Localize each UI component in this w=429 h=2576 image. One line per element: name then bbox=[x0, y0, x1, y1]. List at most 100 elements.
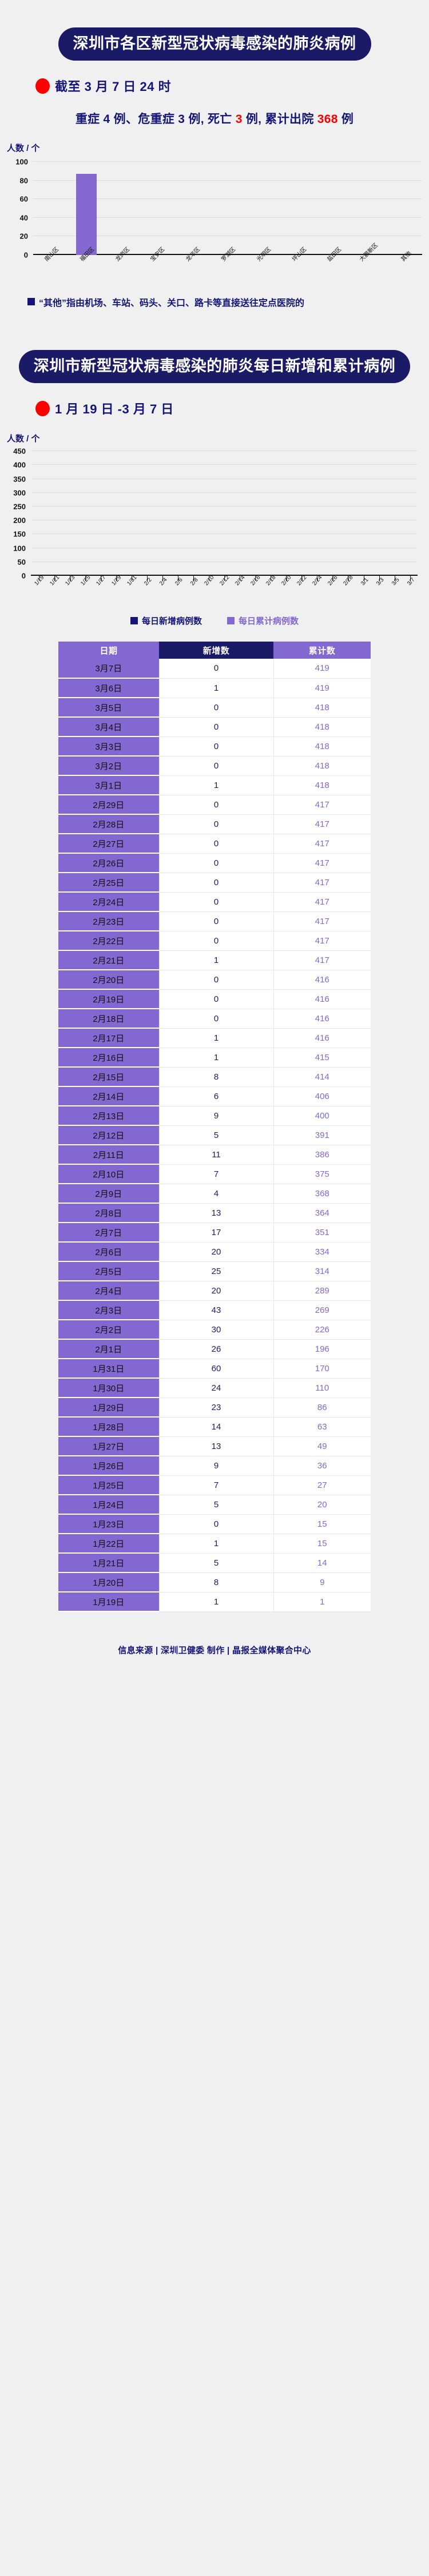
chart2-x-slot: 2/28 bbox=[340, 575, 356, 611]
daily-cases-table: 日期 新增数 累计数 3月7日 0 419 3月6日 1 419 3月5日 0 418 3月4日 0… bbox=[58, 642, 371, 1613]
cell-cumulative-count: 417 bbox=[273, 931, 371, 951]
chart1-y-tick-label: 60 bbox=[19, 194, 28, 204]
chart2-x-axis-labels: 1/19 1/21 1/23 1/25 1/27 1/29 1/31 2/2 2/4 2/6 2/8… bbox=[31, 574, 418, 611]
chart2-gridline: 400 bbox=[13, 461, 418, 469]
table-row: 1月19日 1 1 bbox=[58, 1592, 371, 1613]
cell-cumulative-count: 391 bbox=[273, 1125, 371, 1145]
summary-part-3: 例 bbox=[337, 113, 354, 126]
table-row: 2月12日 5 391 bbox=[58, 1125, 371, 1146]
cell-date: 1月26日 bbox=[58, 1456, 159, 1476]
table-row: 3月7日 0 419 bbox=[58, 659, 371, 679]
chart1-bar-slot bbox=[69, 162, 104, 256]
cell-new-count: 0 bbox=[158, 736, 274, 757]
cell-date: 2月3日 bbox=[58, 1300, 159, 1321]
table-row: 2月29日 0 417 bbox=[58, 795, 371, 815]
table-row: 2月21日 1 417 bbox=[58, 950, 371, 971]
chart2-x-tick-label: 2/22 bbox=[296, 574, 308, 587]
chart2-gridline: 300 bbox=[13, 488, 418, 497]
cell-cumulative-count: 418 bbox=[273, 736, 371, 757]
cell-new-count: 13 bbox=[158, 1203, 274, 1223]
chart2-x-tick-label: 3/3 bbox=[375, 576, 386, 587]
cell-cumulative-count: 15 bbox=[273, 1534, 371, 1554]
cell-date: 2月10日 bbox=[58, 1164, 159, 1185]
cell-cumulative-count: 364 bbox=[273, 1203, 371, 1223]
chart1-x-slot: 光明区 bbox=[245, 246, 281, 274]
table-row: 1月30日 24 110 bbox=[58, 1378, 371, 1399]
cell-new-count: 0 bbox=[158, 931, 274, 951]
chart1-district-bar-chart: 0 20 40 60 80 100 南山区 福田区 龙岗区 宝安区 龙华区 罗湖区 光明区 坪山区 盐田区… bbox=[0, 157, 429, 274]
chart2-tick-mark bbox=[255, 576, 256, 582]
cell-date: 2月13日 bbox=[58, 1106, 159, 1126]
cell-cumulative-count: 417 bbox=[273, 911, 371, 931]
section2-bullet-row: 1 月 19 日 -3 月 7 日 bbox=[0, 383, 429, 417]
cell-date: 1月21日 bbox=[58, 1553, 159, 1574]
chart2-x-slot: 3/1 bbox=[356, 576, 371, 611]
chart1-plot-area: 0 20 40 60 80 100 bbox=[15, 158, 422, 260]
cell-new-count: 0 bbox=[158, 756, 274, 776]
table-row: 2月27日 0 417 bbox=[58, 834, 371, 854]
chart2-y-tick-label: 300 bbox=[13, 488, 26, 497]
chart1-bar-slot bbox=[351, 162, 387, 255]
cell-cumulative-count: 417 bbox=[273, 795, 371, 815]
chart2-legend: 每日新增病例数 每日累计病例数 bbox=[0, 611, 429, 627]
chart2-x-slot: 2/18 bbox=[263, 574, 279, 611]
table-row: 2月19日 0 416 bbox=[58, 989, 371, 1010]
chart1-bar-slot bbox=[245, 162, 281, 255]
cell-new-count: 24 bbox=[158, 1378, 274, 1398]
chart2-x-tick-label: 2/18 bbox=[265, 574, 277, 587]
cell-new-count: 7 bbox=[158, 1164, 274, 1184]
chart1-bar-slot bbox=[33, 162, 69, 255]
infographic-page: 深圳市各区新型冠状病毒感染的肺炎病例 截至 3 月 7 日 24 时 重症 4 … bbox=[0, 27, 429, 1656]
cell-date: 2月24日 bbox=[58, 892, 159, 913]
chart1-bar-slot bbox=[104, 162, 140, 255]
cell-new-count: 23 bbox=[158, 1398, 274, 1418]
legend-label: 每日新增病例数 bbox=[141, 616, 202, 627]
cell-cumulative-count: 416 bbox=[273, 1028, 371, 1048]
chart1-bar-slot bbox=[281, 162, 316, 255]
cell-new-count: 1 bbox=[158, 1534, 274, 1554]
legend-item: 每日新增病例数 bbox=[130, 615, 202, 627]
chart2-x-slot: 2/26 bbox=[325, 575, 340, 611]
table-row: 3月1日 1 418 bbox=[58, 775, 371, 796]
chart2-x-tick-label: 2/4 bbox=[158, 576, 169, 587]
cell-date: 2月11日 bbox=[58, 1145, 159, 1165]
chart1-bar-slot bbox=[174, 162, 210, 255]
chart2-x-tick-label: 1/29 bbox=[110, 574, 123, 587]
table-row: 2月6日 20 334 bbox=[58, 1242, 371, 1263]
table-row: 1月31日 60 170 bbox=[58, 1359, 371, 1379]
section1-footnote: “其他”指由机场、车站、码头、关口、路卡等直接送往定点医院的 bbox=[0, 274, 429, 309]
cell-cumulative-count: 368 bbox=[273, 1184, 371, 1204]
chart2-x-slot: 2/24 bbox=[309, 575, 325, 611]
chart2-y-tick-label: 200 bbox=[13, 516, 26, 525]
chart2-x-slot: 1/27 bbox=[93, 575, 108, 611]
cell-new-count: 1 bbox=[158, 1592, 274, 1612]
table-row: 2月9日 4 368 bbox=[58, 1184, 371, 1204]
cell-cumulative-count: 110 bbox=[273, 1378, 371, 1398]
table-row: 2月3日 43 269 bbox=[58, 1300, 371, 1321]
chart2-y-tick-label: 50 bbox=[17, 558, 26, 567]
cell-new-count: 0 bbox=[158, 795, 274, 815]
cell-new-count: 60 bbox=[158, 1359, 274, 1379]
cell-date: 2月18日 bbox=[58, 1009, 159, 1029]
table-row: 1月24日 5 20 bbox=[58, 1495, 371, 1515]
chart2-x-tick-label: 2/8 bbox=[189, 576, 200, 587]
chart1-y-axis-caption: 人数 / 个 bbox=[7, 144, 40, 154]
cell-date: 2月8日 bbox=[58, 1203, 159, 1224]
cell-cumulative-count: 417 bbox=[273, 834, 371, 854]
table-row: 1月26日 9 36 bbox=[58, 1456, 371, 1476]
cell-new-count: 6 bbox=[158, 1086, 274, 1106]
cell-date: 1月20日 bbox=[58, 1572, 159, 1593]
cell-cumulative-count: 418 bbox=[273, 698, 371, 718]
legend-swatch-icon bbox=[130, 617, 138, 625]
cell-new-count: 1 bbox=[158, 950, 274, 970]
chart1-x-axis-line bbox=[33, 254, 422, 256]
table-row: 2月28日 0 417 bbox=[58, 814, 371, 835]
cell-cumulative-count: 314 bbox=[273, 1261, 371, 1281]
summary-discharged-count: 368 bbox=[317, 113, 338, 126]
cell-new-count: 7 bbox=[158, 1475, 274, 1495]
table-row: 3月4日 0 418 bbox=[58, 717, 371, 738]
section1-title: 深圳市各区新型冠状病毒感染的肺炎病例 bbox=[58, 27, 371, 61]
summary-part-2: 例, 累计出院 bbox=[242, 113, 317, 126]
cell-cumulative-count: 9 bbox=[273, 1572, 371, 1592]
cell-date: 1月31日 bbox=[58, 1359, 159, 1379]
